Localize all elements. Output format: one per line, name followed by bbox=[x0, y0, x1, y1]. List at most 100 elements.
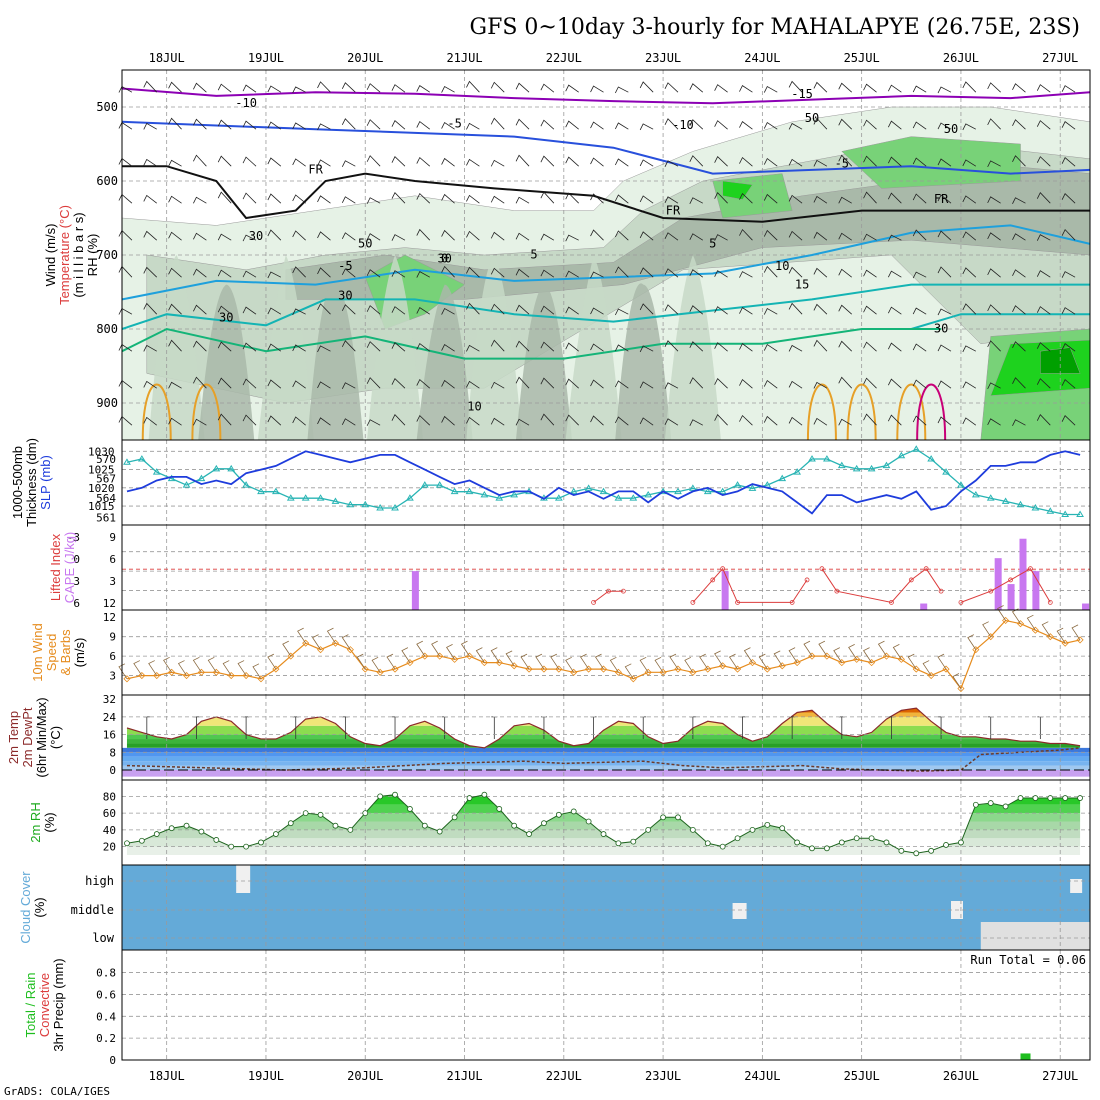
thickness-point bbox=[391, 503, 399, 511]
thickness-point bbox=[272, 487, 280, 495]
wind-barb bbox=[490, 117, 505, 130]
high-cloud-block bbox=[236, 865, 251, 893]
rh-point bbox=[749, 826, 756, 833]
wind-barb bbox=[1061, 157, 1076, 167]
wind-barb bbox=[217, 341, 232, 352]
wind-barb bbox=[689, 83, 704, 93]
thickness-point bbox=[912, 445, 921, 452]
wind-barb bbox=[317, 417, 331, 426]
wind-barb bbox=[888, 414, 902, 426]
wind-barb bbox=[614, 266, 629, 278]
cloud-cover-panel: high middle low Cloud Cover (%) bbox=[18, 864, 1091, 951]
wind-barb bbox=[242, 342, 257, 352]
wind-barb bbox=[490, 417, 505, 426]
thickness-point bbox=[257, 487, 265, 495]
wind-barb bbox=[466, 80, 480, 93]
upper-air-panel: 500600700800900-10-15-10-5-5-5FRFRFR5510… bbox=[43, 69, 1091, 441]
wind-barb bbox=[962, 267, 977, 278]
wind-barb bbox=[317, 381, 331, 389]
rh-point bbox=[436, 828, 443, 835]
rh-point bbox=[913, 850, 920, 857]
thickness-tick: 570 bbox=[96, 453, 116, 466]
temp-tick: 0 bbox=[109, 764, 116, 777]
wind-barb bbox=[763, 85, 778, 93]
date-label-bottom: 26JUL bbox=[943, 1069, 979, 1083]
wind-barb bbox=[441, 379, 455, 389]
wind-barb bbox=[317, 303, 331, 315]
temp-tick: 24 bbox=[103, 711, 117, 724]
wind-barb bbox=[863, 191, 877, 204]
panel-ylabel: 2m RH bbox=[28, 802, 43, 842]
pressure-tick: 700 bbox=[96, 248, 118, 262]
wind-barb bbox=[416, 271, 430, 278]
wind-barb bbox=[565, 378, 579, 389]
wind-barb bbox=[416, 307, 430, 315]
wind-barb bbox=[838, 82, 852, 93]
wind-barb bbox=[788, 344, 803, 352]
rh-point bbox=[168, 825, 175, 832]
wind-barb bbox=[515, 232, 530, 241]
rh-fill-band bbox=[126, 813, 1081, 822]
wind-barb bbox=[143, 380, 157, 389]
surface-wind-barb bbox=[371, 656, 381, 673]
thickness-tick: 564 bbox=[96, 492, 116, 505]
wind-barb bbox=[1036, 192, 1051, 204]
wind-barb bbox=[590, 193, 604, 204]
rh-tick: 80 bbox=[103, 790, 116, 803]
wind-barb bbox=[1061, 414, 1076, 426]
wind-barb bbox=[863, 83, 877, 93]
temp-tick: 32 bbox=[103, 693, 116, 706]
wind-barb bbox=[416, 228, 431, 241]
lifted-index-point bbox=[1047, 599, 1053, 605]
wind-barb bbox=[565, 120, 579, 130]
rh-point bbox=[1002, 803, 1009, 810]
panel-frame bbox=[121, 609, 1091, 696]
wind-barb bbox=[193, 154, 207, 167]
wind-barb bbox=[813, 159, 828, 167]
surface-wind-barb bbox=[356, 653, 366, 670]
thickness-point bbox=[123, 458, 131, 465]
wind-barb bbox=[813, 195, 828, 204]
wind-barb bbox=[143, 416, 157, 426]
wind-barb bbox=[143, 80, 158, 93]
wind-barb bbox=[1012, 341, 1026, 352]
wind-barb bbox=[888, 378, 902, 389]
surface-wind-barb bbox=[848, 644, 858, 660]
surface-wind-barb bbox=[1056, 627, 1066, 644]
thickness-point bbox=[629, 494, 638, 501]
minmax-whisker bbox=[590, 716, 597, 740]
wind-barb bbox=[912, 85, 927, 93]
wind-barb bbox=[366, 341, 381, 352]
cape-tick: 6 bbox=[109, 553, 116, 566]
thickness-point bbox=[137, 455, 146, 462]
lifted-index-point bbox=[710, 577, 716, 583]
thickness-tick: 567 bbox=[96, 473, 116, 486]
rh-plume bbox=[367, 255, 424, 440]
thickness-point bbox=[286, 494, 295, 501]
date-label-top: 21JUL bbox=[446, 51, 482, 65]
surface-wind-barb bbox=[222, 660, 232, 676]
wind-barb bbox=[639, 345, 654, 353]
wind-barb bbox=[639, 417, 654, 426]
temperature-contour bbox=[122, 165, 1090, 223]
surface-wind-barb bbox=[282, 640, 292, 657]
wind-barb bbox=[739, 192, 753, 204]
wind-barb bbox=[441, 193, 455, 204]
thickness-point bbox=[793, 468, 802, 475]
wind-tick: 6 bbox=[109, 650, 116, 663]
surface-wind-barb bbox=[952, 673, 962, 689]
surface-wind-barb bbox=[773, 650, 783, 667]
wind-barb bbox=[341, 82, 356, 93]
wind-barb bbox=[193, 304, 207, 315]
wind-barb bbox=[292, 380, 306, 389]
panel-ylabel: 3hr Precip (mm) bbox=[51, 958, 66, 1051]
wind-barb bbox=[937, 416, 952, 426]
thickness-point bbox=[971, 490, 980, 498]
wind-barb bbox=[614, 344, 629, 352]
wind-barb bbox=[391, 191, 406, 204]
rh-point bbox=[347, 826, 354, 833]
wind-barb bbox=[813, 417, 828, 426]
rh-fill-band bbox=[126, 804, 1081, 814]
wind-barb bbox=[168, 303, 182, 315]
precip-tick: 0 bbox=[109, 1054, 116, 1067]
